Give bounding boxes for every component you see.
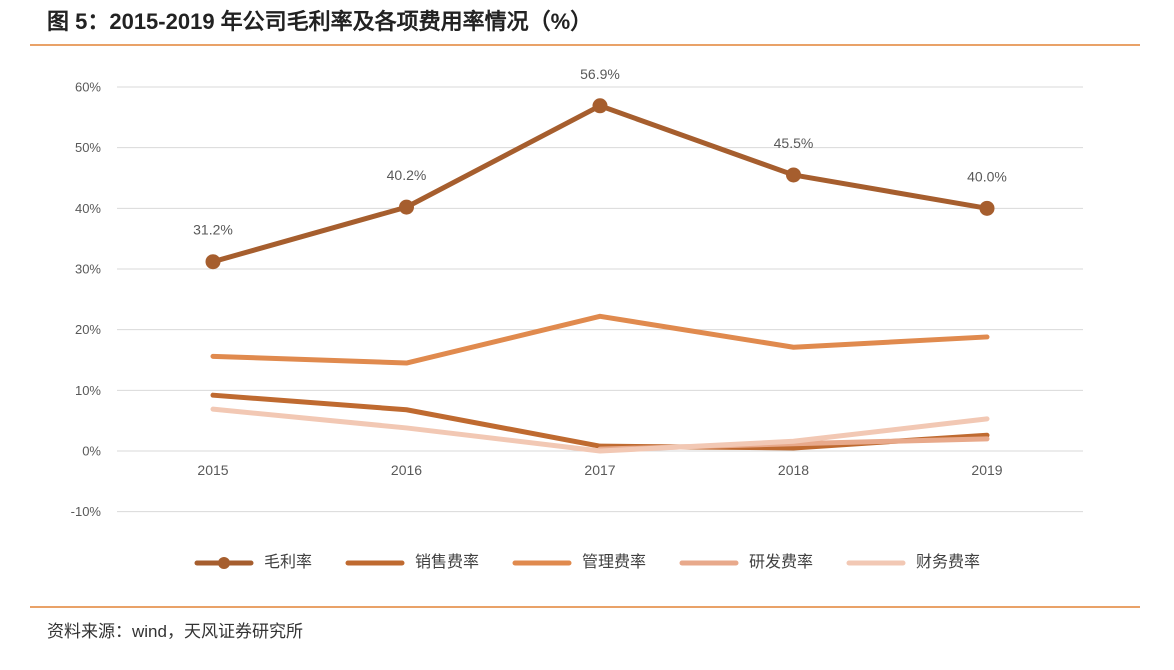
legend-label: 销售费率 xyxy=(415,552,479,574)
y-tick-label: 10% xyxy=(75,383,101,398)
legend-swatch-marker-line xyxy=(194,556,254,570)
data-point-marker xyxy=(206,254,221,269)
y-tick-label: 30% xyxy=(75,261,101,276)
x-tick-label: 2015 xyxy=(197,462,228,478)
data-point-marker xyxy=(593,98,608,113)
legend-label: 财务费率 xyxy=(916,552,980,574)
source-note: 资料来源：wind，天风证券研究所 xyxy=(47,619,303,645)
y-tick-label: 50% xyxy=(75,140,101,155)
legend-swatch-line xyxy=(679,556,739,570)
source-divider xyxy=(30,606,1140,608)
legend-item: 毛利率 xyxy=(194,552,312,574)
data-point-marker xyxy=(399,200,414,215)
data-point-marker xyxy=(786,167,801,182)
legend-item: 财务费率 xyxy=(846,552,980,574)
figure-title: 图 5：2015-2019 年公司毛利率及各项费用率情况（%） xyxy=(47,8,592,36)
legend-item: 管理费率 xyxy=(512,552,646,574)
x-tick-label: 2016 xyxy=(391,462,422,478)
legend-swatch-line xyxy=(345,556,405,570)
data-point-markers xyxy=(206,98,995,269)
y-axis-labels: 60% 50% 40% 30% 20% 10% 0% -10% xyxy=(71,79,102,519)
x-tick-label: 2018 xyxy=(778,462,809,478)
y-tick-label: 20% xyxy=(75,322,101,337)
y-tick-label: 60% xyxy=(75,79,101,94)
y-tick-label: -10% xyxy=(71,504,102,519)
data-label: 56.9% xyxy=(580,66,620,82)
data-label: 45.5% xyxy=(774,135,814,151)
x-tick-label: 2019 xyxy=(971,462,1002,478)
series-line-1 xyxy=(213,106,987,262)
y-tick-label: 0% xyxy=(82,444,101,459)
line-chart: 60%50%40%30%20%10%0%-10% 2015 2016 2017 201… xyxy=(0,56,1174,596)
data-point-marker xyxy=(980,201,995,216)
data-label: 31.2% xyxy=(193,222,233,238)
legend-swatch-line xyxy=(846,556,906,570)
data-label: 40.2% xyxy=(387,167,427,183)
series-lines xyxy=(213,106,987,451)
legend-label: 毛利率 xyxy=(264,552,312,574)
legend-item: 研发费率 xyxy=(679,552,813,574)
title-divider xyxy=(30,44,1140,46)
y-tick-label: 40% xyxy=(75,201,101,216)
chart-legend: 毛利率 销售费率 管理费率 研发费率 财务费率 xyxy=(0,552,1174,574)
data-labels: 31.2% 40.2% 56.9% 45.5% 40.0% xyxy=(193,66,1007,238)
legend-swatch-line xyxy=(512,556,572,570)
series-line-3 xyxy=(213,316,987,363)
x-axis-labels: 2015 2016 2017 2018 2019 xyxy=(197,462,1002,478)
legend-label: 研发费率 xyxy=(749,552,813,574)
legend-label: 管理费率 xyxy=(582,552,646,574)
legend-item: 销售费率 xyxy=(345,552,479,574)
x-tick-label: 2017 xyxy=(584,462,615,478)
data-label: 40.0% xyxy=(967,168,1007,184)
